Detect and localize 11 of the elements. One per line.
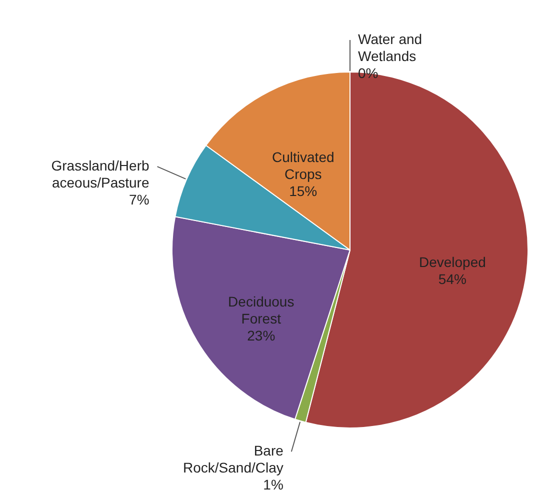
slice-label: Cultivated Crops	[272, 149, 334, 182]
slice-label: Grassland/Herb aceous/Pasture	[51, 158, 150, 191]
data-label: 15%	[289, 183, 318, 200]
slice-label: Bare Rock/Sand/Clay	[183, 442, 284, 476]
slice-label: Developed	[418, 254, 486, 270]
slice-label: Deciduous Forest	[228, 294, 294, 327]
data-label: 1%	[263, 476, 284, 493]
data-label: 54%	[438, 270, 466, 287]
legend-label: Water and Wetlands	[358, 31, 422, 64]
data-label: 7%	[129, 192, 150, 208]
data-label: 23%	[247, 328, 276, 344]
